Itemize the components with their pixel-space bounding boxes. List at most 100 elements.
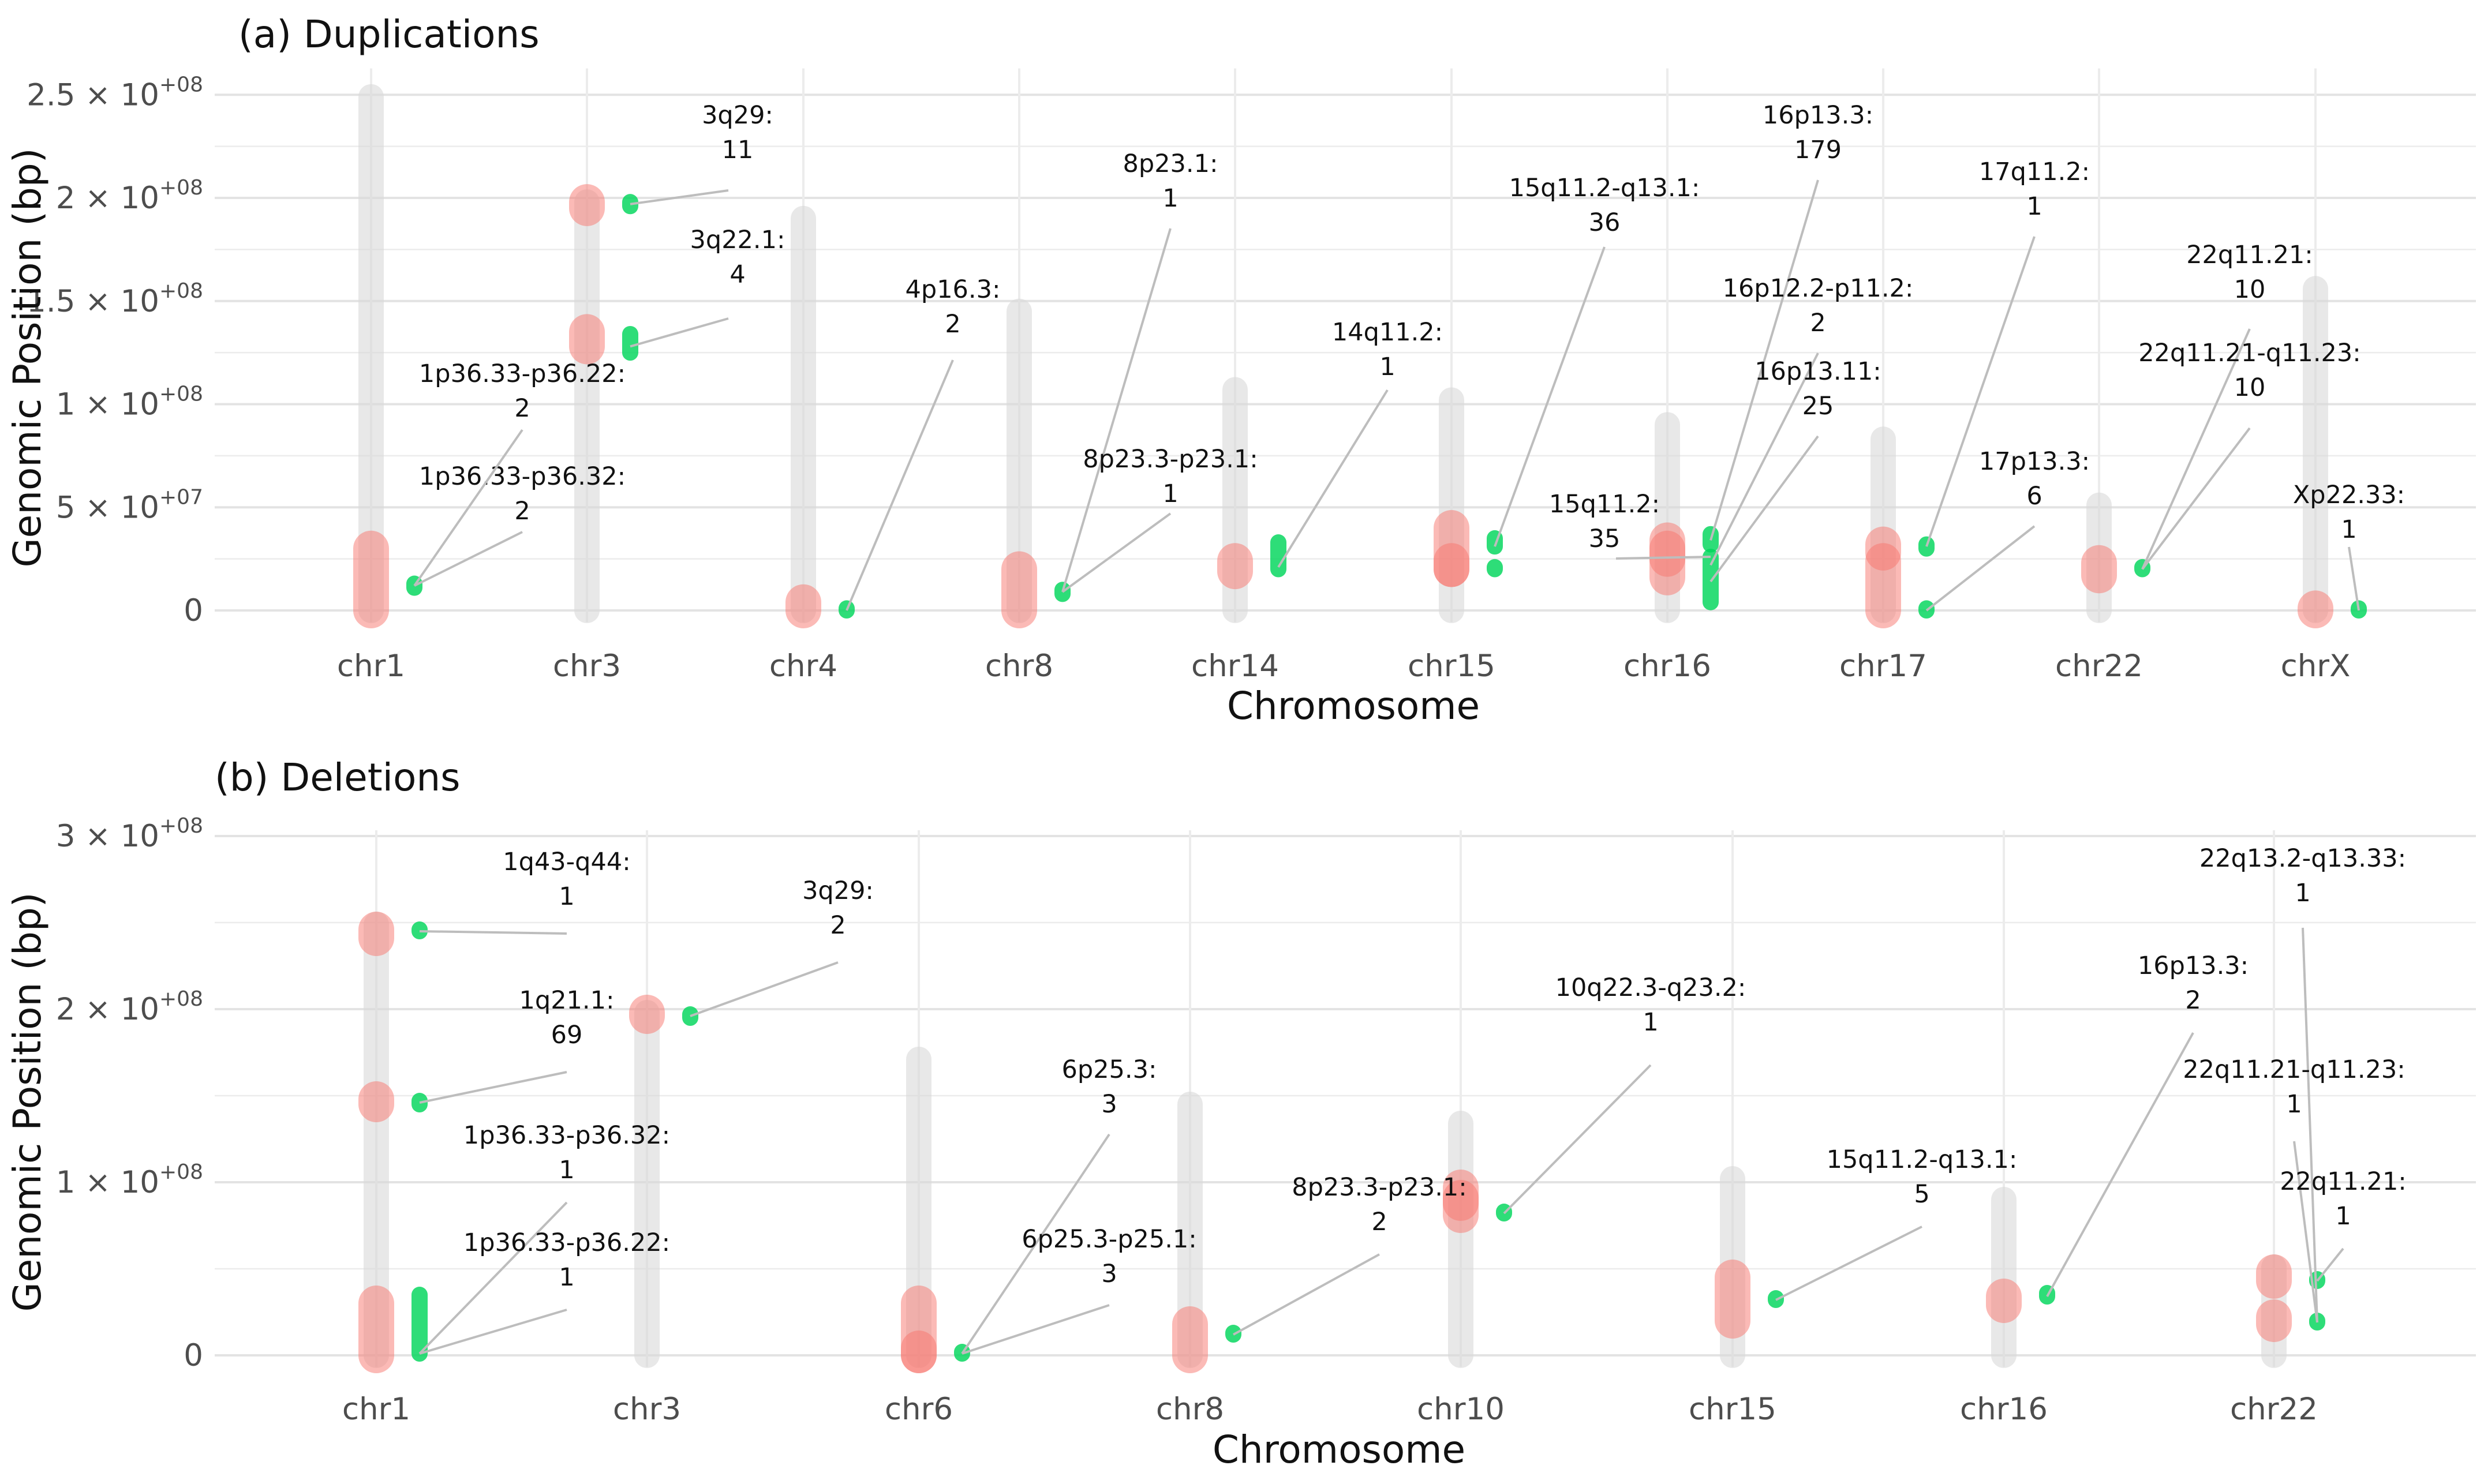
annotation-count: 1 bbox=[559, 882, 574, 911]
annotation-count: 3 bbox=[1101, 1090, 1117, 1119]
annotation-count: 1 bbox=[1162, 184, 1178, 213]
annotation-leader bbox=[1925, 236, 2036, 547]
x-tick-label: chr22 bbox=[2230, 1392, 2318, 1427]
annotation-label: 16p13.11: bbox=[1754, 357, 1881, 386]
annotation-leader bbox=[419, 930, 567, 935]
annotation-leader bbox=[2141, 328, 2251, 570]
annotation-leader bbox=[1775, 1226, 1922, 1301]
annotation-count: 179 bbox=[1794, 136, 1842, 164]
x-tick-label: chr17 bbox=[1839, 649, 1927, 684]
annotation-count: 1 bbox=[559, 1263, 574, 1292]
annotation-leader bbox=[1615, 556, 1711, 560]
x-tick-label: chr16 bbox=[1960, 1392, 2048, 1427]
y-axis-title: Genomic Position (bp) bbox=[5, 148, 50, 567]
annotation-label: 15q11.2-q13.1: bbox=[1827, 1145, 2018, 1174]
panel-deletions: 0 1 × 10+08 2 × 10+08 3 × 10+08 1q43-q44: 1 1q… bbox=[5, 755, 2476, 1472]
annotation-count: 1 bbox=[1162, 479, 1178, 508]
annotation-count: 4 bbox=[730, 260, 745, 289]
panel-duplications: 0 5 × 10+07 1 × 10+08 1.5 × 10+08 2 × 10+08 2… bbox=[5, 12, 2476, 728]
annotation-label: 1p36.33-p36.22: bbox=[419, 359, 626, 388]
annotation-count: 1 bbox=[1379, 353, 1395, 381]
annotation-count: 69 bbox=[551, 1021, 583, 1050]
annotation-leader bbox=[1061, 228, 1172, 593]
annotation-count: 1 bbox=[1643, 1008, 1658, 1037]
annotation-count: 1 bbox=[559, 1156, 574, 1185]
annotation-count: 2 bbox=[2185, 986, 2201, 1015]
annotation-label: 16p12.2-p11.2: bbox=[1723, 274, 1914, 303]
annotation-leader bbox=[1709, 179, 1819, 541]
annotation-label: 10q22.3-q23.2: bbox=[1555, 973, 1746, 1002]
x-tick-label: chr14 bbox=[1191, 649, 1279, 684]
annotation-leader bbox=[1494, 246, 1606, 547]
annotation-count: 11 bbox=[722, 136, 754, 164]
x-tick-label: chr16 bbox=[1623, 649, 1711, 684]
annotation-leader bbox=[630, 189, 729, 205]
annotation-label: 4p16.3: bbox=[906, 275, 1001, 304]
annotation-label: 16p13.3: bbox=[2138, 951, 2249, 980]
y-tick-label: 5 × 10+07 bbox=[56, 485, 203, 525]
annotation-count: 1 bbox=[2341, 515, 2356, 544]
annotation-label: 1q43-q44: bbox=[503, 848, 630, 876]
annotation-leader bbox=[419, 1071, 567, 1104]
annotation-count: 2 bbox=[514, 497, 530, 526]
y-tick-label: 0 bbox=[184, 593, 203, 628]
annotation-leader bbox=[690, 961, 839, 1017]
x-tick-label: chr15 bbox=[1689, 1392, 1776, 1427]
y-tick-label: 2 × 10+08 bbox=[56, 176, 203, 216]
annotation-label: 1q21.1: bbox=[519, 986, 615, 1015]
annotation-count: 10 bbox=[2234, 275, 2266, 304]
annotation-leader bbox=[1709, 353, 1819, 566]
annotation-count: 2 bbox=[1810, 309, 1825, 338]
annotation-count: 6 bbox=[2026, 482, 2042, 511]
panel-title: (b) Deletions bbox=[215, 755, 461, 800]
y-tick-label: 2.5 × 10+08 bbox=[27, 73, 203, 113]
y-tick-label: 1.5 × 10+08 bbox=[27, 279, 203, 319]
x-tick-label: chr8 bbox=[1156, 1392, 1224, 1427]
x-tick-label: chr4 bbox=[769, 649, 837, 684]
annotation-leader bbox=[418, 1201, 568, 1355]
annotation-label: 3q22.1: bbox=[690, 226, 785, 254]
annotation-label: 6p25.3-p25.1: bbox=[1022, 1225, 1196, 1254]
annotation-leader bbox=[1503, 1064, 1652, 1215]
y-axis-title: Genomic Position (bp) bbox=[5, 892, 50, 1311]
annotation-label: 17p13.3: bbox=[1979, 447, 2090, 476]
annotation-count: 1 bbox=[2286, 1090, 2302, 1119]
annotation-label: 3q29: bbox=[802, 876, 874, 905]
x-tick-label: chrX bbox=[2281, 649, 2351, 684]
annotation-label: 1p36.33-p36.22: bbox=[463, 1228, 670, 1257]
annotation-leader bbox=[630, 317, 729, 348]
annotation-label: 15q11.2: bbox=[1549, 490, 1660, 519]
annotation-count: 10 bbox=[2234, 373, 2266, 402]
annotation-count: 2 bbox=[1371, 1208, 1387, 1236]
y-tick-label: 1 × 10+08 bbox=[56, 1160, 203, 1200]
annotation-leader bbox=[419, 1309, 567, 1355]
annotation-count: 1 bbox=[2335, 1202, 2351, 1231]
annotation-label: 22q11.21: bbox=[2186, 241, 2313, 269]
annotation-leader bbox=[2302, 927, 2318, 1323]
x-tick-label: chr10 bbox=[1417, 1392, 1505, 1427]
annotation-count: 3 bbox=[1101, 1260, 1117, 1288]
annotation-count: 2 bbox=[830, 911, 846, 940]
annotation-label: 22q11.21-q11.23: bbox=[2138, 339, 2361, 368]
x-tick-label: chr1 bbox=[337, 649, 405, 684]
annotation-label: Xp22.33: bbox=[2293, 481, 2405, 509]
x-axis-title: Chromosome bbox=[1213, 1427, 1465, 1472]
annotation-leader bbox=[413, 429, 523, 587]
annotation-count: 25 bbox=[1802, 392, 1834, 421]
annotation-label: 8p23.3-p23.1: bbox=[1292, 1173, 1467, 1202]
annotation-leader bbox=[2046, 1032, 2194, 1297]
annotation-leader bbox=[1925, 525, 2036, 612]
x-tick-label: chr8 bbox=[985, 649, 1053, 684]
annotation-count: 1 bbox=[2295, 879, 2310, 908]
annotation-leader bbox=[961, 1133, 1110, 1355]
x-tick-label: chr6 bbox=[885, 1392, 953, 1427]
annotation-leader bbox=[962, 1304, 1110, 1355]
annotation-leader bbox=[1709, 435, 1819, 583]
annotation-leader bbox=[1061, 512, 1172, 593]
annotation-leader bbox=[414, 531, 523, 587]
annotation-leader bbox=[1277, 389, 1389, 568]
annotation-leader bbox=[2293, 1141, 2318, 1323]
annotation-label: 17q11.2: bbox=[1979, 158, 2090, 186]
x-tick-label: chr3 bbox=[613, 1392, 681, 1427]
